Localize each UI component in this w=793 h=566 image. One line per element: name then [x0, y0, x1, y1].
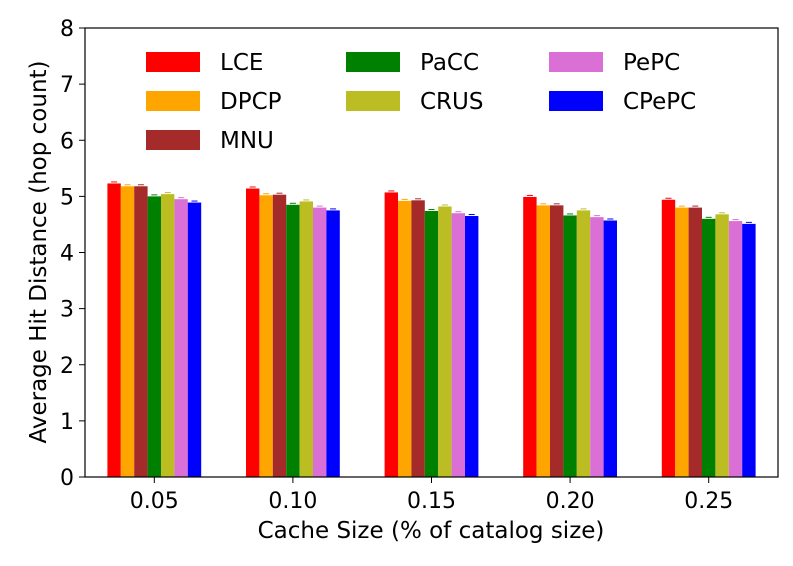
y-axis: 0 1 2 3 4 5 6 7 8: [60, 17, 85, 491]
legend-swatch-pepc: [549, 52, 603, 72]
legend-swatch-cpepc: [549, 91, 603, 111]
bar-pacc-0.25: [702, 218, 716, 477]
bar-pepc-0.25: [728, 221, 743, 477]
legend: LCE DPCP MNU PaCC CRUS PePC CPePC: [146, 50, 696, 154]
bar-mnu-0.15: [411, 200, 425, 477]
y-tick-label: 2: [60, 354, 74, 379]
bar-lce-0.25: [661, 199, 676, 477]
bar-pacc-0.10: [286, 204, 300, 477]
bar-crus-0.05: [161, 194, 175, 477]
bar-pacc-0.05: [147, 196, 161, 477]
y-tick-label: 6: [60, 129, 74, 154]
y-tick-label: 7: [60, 73, 74, 98]
y-tick-label: 4: [60, 242, 74, 267]
bar-dpcp-0.15: [398, 200, 412, 478]
bar-cpepc-0.15: [465, 216, 479, 478]
bar-dpcp-0.05: [120, 186, 135, 477]
x-tick-label: 0.10: [268, 489, 317, 514]
bar-crus-0.10: [299, 201, 313, 477]
bar-crus-0.15: [438, 206, 452, 478]
bar-pepc-0.10: [313, 207, 327, 477]
bar-mnu-0.20: [550, 205, 564, 478]
legend-label-dpcp: DPCP: [220, 89, 282, 115]
legend-swatch-lce: [146, 52, 200, 72]
legend-label-cpepc: CPePC: [623, 89, 696, 115]
bar-cpepc-0.25: [742, 223, 756, 477]
bar-lce-0.20: [523, 196, 537, 477]
y-tick-label: 0: [60, 466, 74, 491]
x-tick-label: 0.15: [407, 489, 456, 514]
bar-mnu-0.25: [688, 207, 702, 477]
bar-cpepc-0.10: [326, 210, 340, 477]
legend-label-crus: CRUS: [420, 89, 483, 115]
bars-layer: [107, 181, 756, 478]
bar-mnu-0.10: [272, 194, 287, 477]
bar-lce-0.10: [246, 188, 260, 477]
bar-pepc-0.05: [174, 199, 188, 477]
x-axis-label: Cache Size (% of catalog size): [258, 518, 605, 544]
bar-mnu-0.05: [134, 186, 148, 477]
bar-cpepc-0.05: [187, 202, 202, 477]
x-tick-label: 0.25: [684, 489, 733, 514]
bar-pacc-0.20: [563, 215, 577, 477]
y-axis-label: Average Hit Distance (hop count): [26, 60, 52, 443]
bar-lce-0.15: [384, 192, 398, 478]
legend-label-pacc: PaCC: [420, 50, 479, 76]
bar-pepc-0.15: [451, 213, 465, 477]
legend-label-pepc: PePC: [623, 50, 680, 76]
bar-dpcp-0.10: [259, 195, 273, 477]
x-tick-label: 0.20: [546, 489, 595, 514]
legend-swatch-crus: [346, 91, 400, 111]
bar-dpcp-0.20: [536, 205, 550, 478]
legend-swatch-dpcp: [146, 91, 200, 111]
x-tick-label: 0.05: [130, 489, 179, 514]
x-axis: 0.05 0.10 0.15 0.20 0.25: [130, 477, 733, 514]
bar-pepc-0.20: [590, 217, 604, 478]
y-tick-label: 3: [60, 298, 74, 323]
bar-cpepc-0.20: [603, 220, 617, 478]
bar-lce-0.05: [107, 183, 121, 477]
bar-crus-0.25: [715, 214, 729, 477]
bar-dpcp-0.25: [675, 207, 689, 477]
y-tick-label: 1: [60, 410, 74, 435]
y-tick-label: 5: [60, 185, 74, 210]
legend-swatch-mnu: [146, 130, 200, 150]
legend-swatch-pacc: [346, 52, 400, 72]
legend-label-lce: LCE: [220, 50, 263, 76]
y-tick-label: 8: [60, 17, 74, 42]
bar-crus-0.20: [576, 210, 591, 477]
legend-label-mnu: MNU: [220, 128, 274, 154]
bar-pacc-0.15: [424, 210, 439, 477]
